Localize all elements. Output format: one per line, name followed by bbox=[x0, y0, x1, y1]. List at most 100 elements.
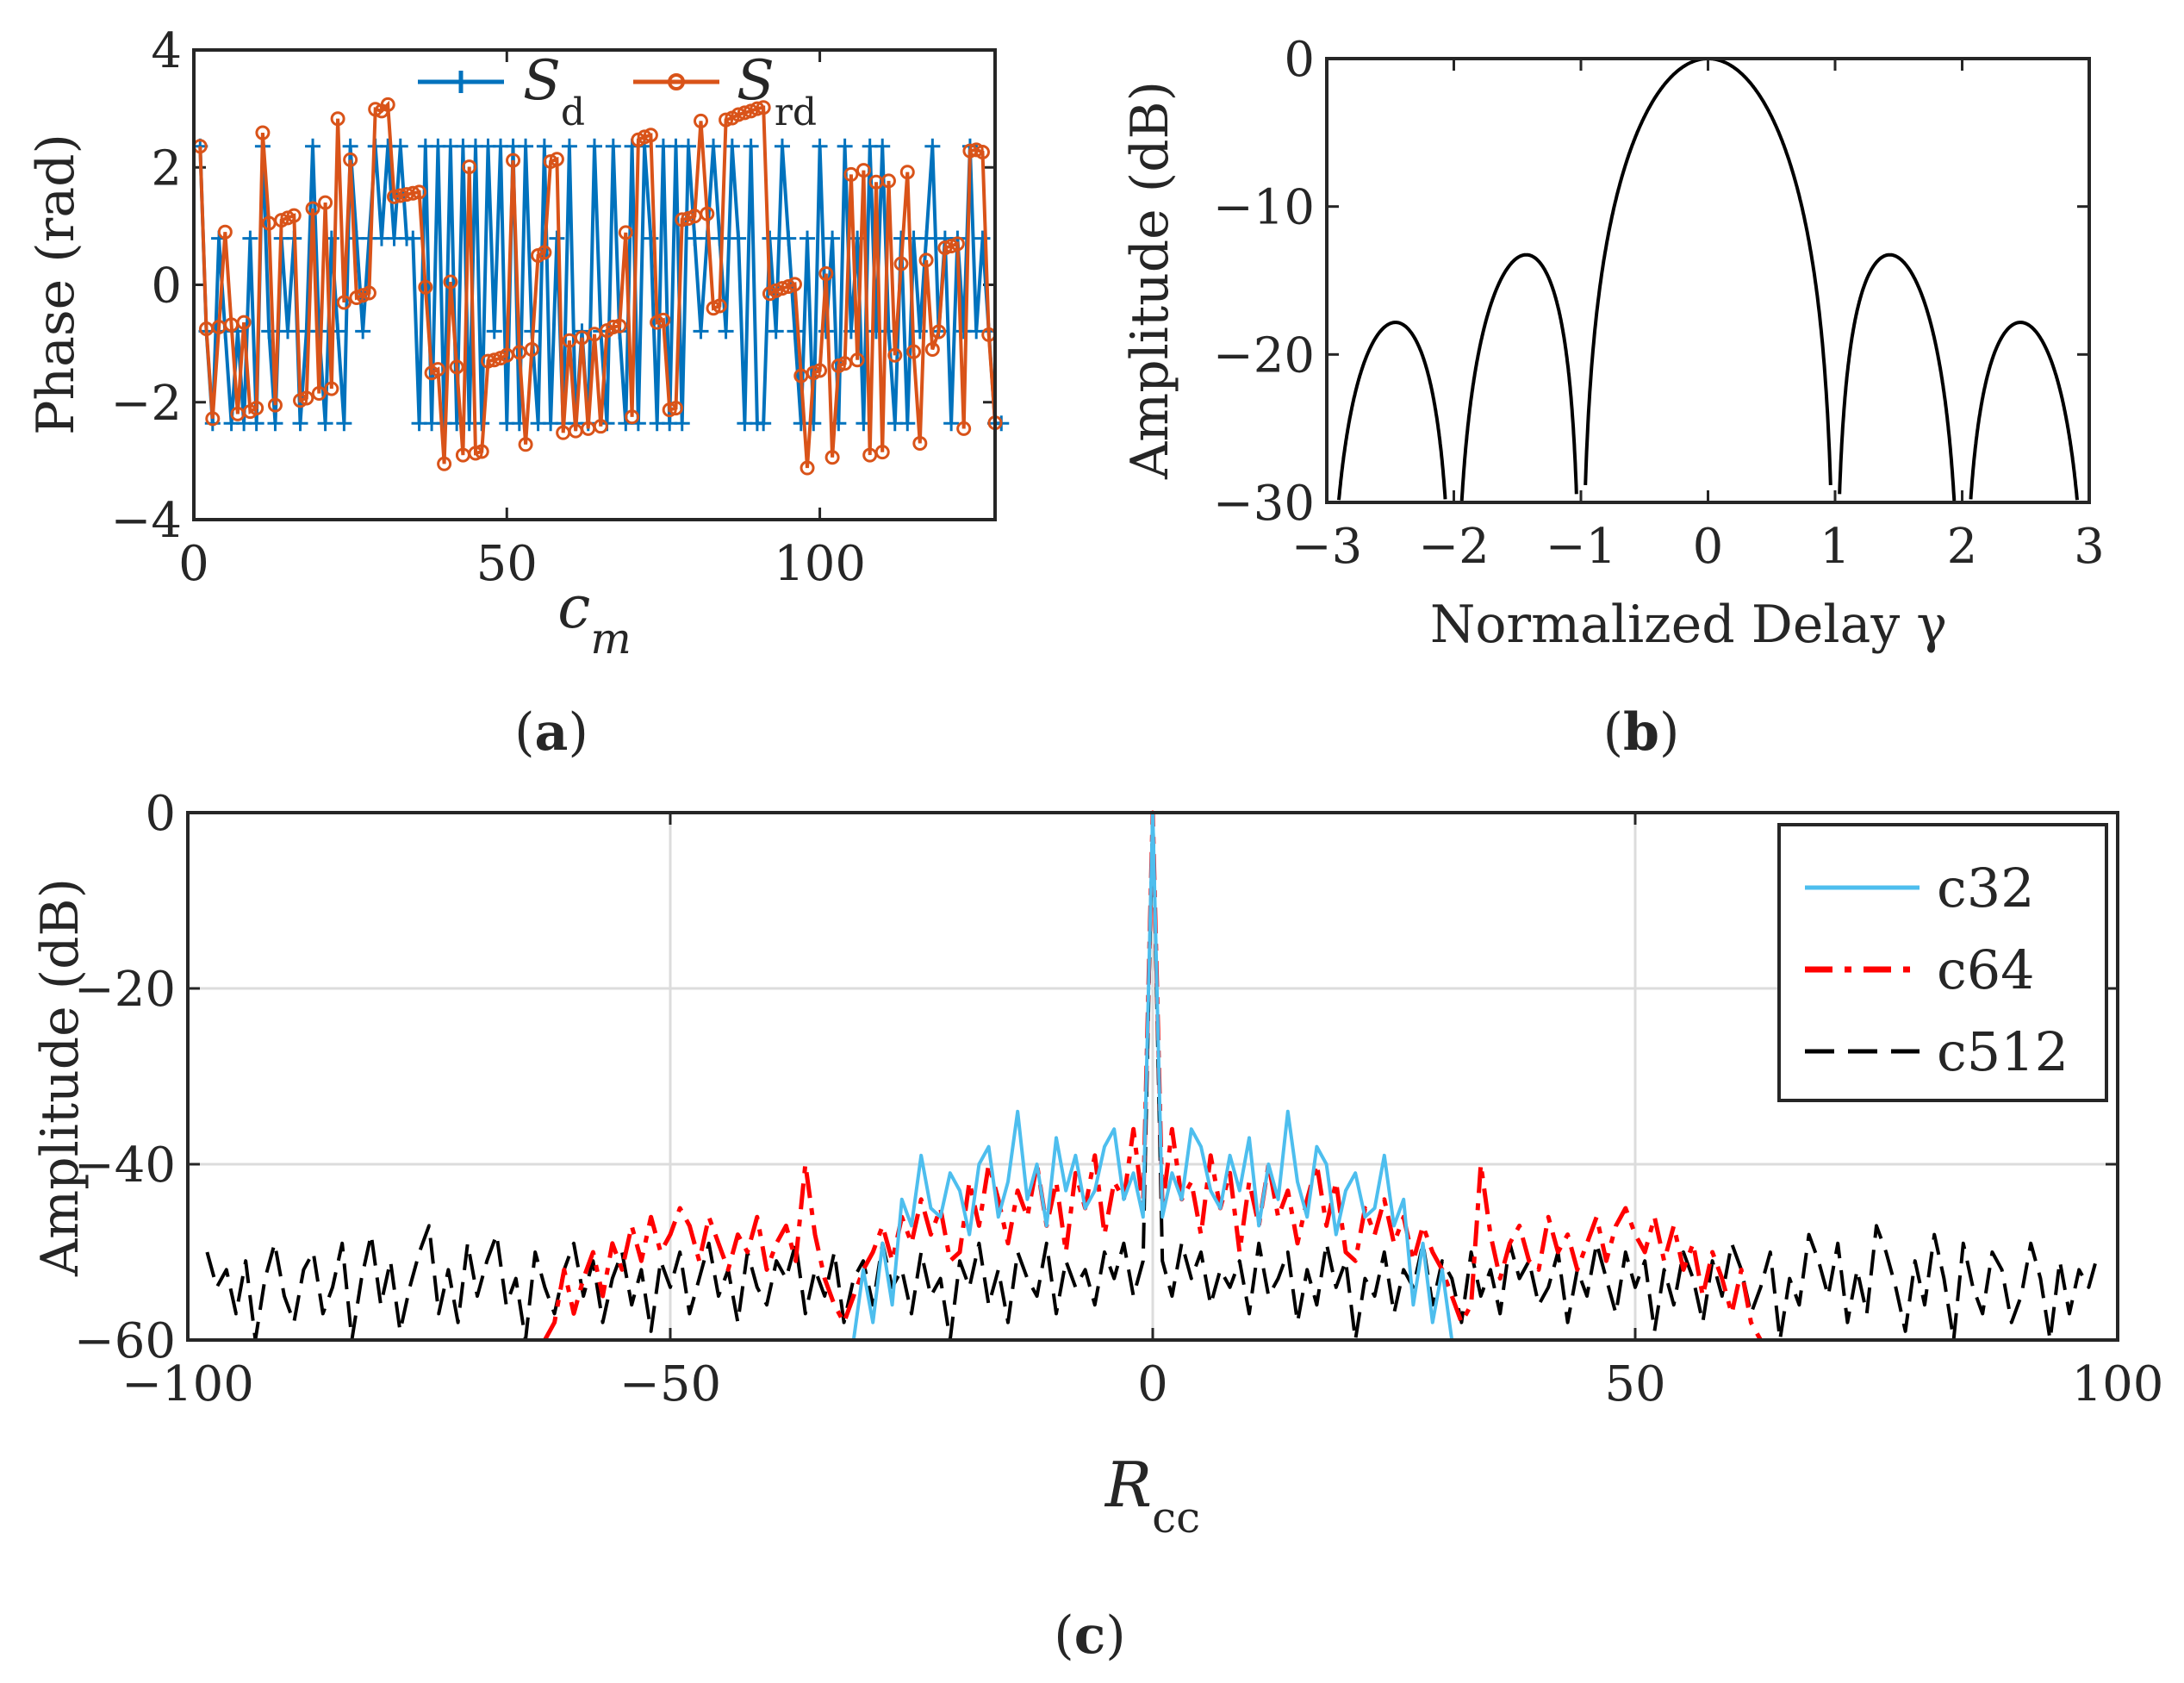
data-point bbox=[355, 323, 371, 340]
panel-c: −100 −50 0 50 100 −60 −40 −20 0 c32 c64 c512 Amp… bbox=[30, 786, 2163, 1666]
data-point bbox=[662, 402, 677, 418]
data-point bbox=[292, 415, 308, 432]
y-tick-label: −60 bbox=[74, 1313, 176, 1369]
data-point bbox=[912, 435, 928, 451]
data-point bbox=[267, 415, 283, 432]
y-tick-label: −40 bbox=[74, 1138, 176, 1194]
panel-c-legend-box bbox=[1777, 823, 2108, 1102]
data-point bbox=[756, 100, 771, 115]
data-point bbox=[518, 138, 534, 154]
data-point bbox=[899, 415, 916, 432]
panel-a-xlabel: cm bbox=[557, 574, 632, 664]
x-tick-label: 0 bbox=[178, 536, 209, 592]
data-point bbox=[887, 347, 903, 363]
data-point bbox=[787, 323, 803, 340]
x-tick-label: −1 bbox=[1546, 519, 1617, 575]
data-point bbox=[899, 165, 915, 180]
data-point bbox=[943, 415, 960, 432]
data-point bbox=[712, 230, 728, 246]
data-point bbox=[756, 415, 772, 432]
data-point bbox=[593, 419, 608, 434]
legend-srd-marker bbox=[668, 73, 685, 90]
data-point bbox=[286, 208, 302, 223]
x-tick-label: 3 bbox=[2074, 519, 2105, 575]
panel-a: 0 50 100 −4 −2 0 2 4 Sd Srd Phase (rad) cm (a) bbox=[26, 23, 1010, 763]
data-point bbox=[449, 359, 464, 375]
data-point bbox=[412, 184, 427, 200]
sinc-lobe-3 bbox=[1838, 252, 1957, 502]
panel-a-ylabel: Phase (rad) bbox=[26, 134, 86, 435]
data-point bbox=[311, 323, 327, 340]
data-point bbox=[924, 341, 940, 357]
data-point bbox=[675, 212, 690, 228]
x-tick-label: 0 bbox=[1693, 519, 1724, 575]
data-point bbox=[818, 266, 834, 282]
data-point bbox=[524, 341, 539, 357]
data-point bbox=[305, 201, 320, 216]
data-point bbox=[712, 298, 727, 314]
data-point bbox=[255, 125, 271, 140]
data-point bbox=[606, 320, 621, 335]
data-point bbox=[518, 437, 533, 452]
data-point bbox=[612, 318, 627, 333]
sinc-lobe-4 bbox=[1969, 321, 2079, 501]
data-point bbox=[974, 230, 991, 246]
panel-c-legend: c32 c64 c512 bbox=[1777, 823, 2108, 1102]
data-point bbox=[430, 362, 445, 377]
data-point bbox=[405, 185, 420, 201]
data-point bbox=[205, 411, 221, 427]
data-point bbox=[906, 344, 922, 359]
data-point bbox=[843, 166, 859, 182]
data-point bbox=[361, 285, 376, 301]
x-tick-label: 100 bbox=[774, 536, 866, 592]
panel-a-caption: (a) bbox=[514, 702, 588, 763]
data-point bbox=[800, 460, 815, 476]
data-point bbox=[324, 381, 339, 396]
y-tick-label: −2 bbox=[110, 376, 182, 432]
panel-b-plot-area bbox=[1337, 57, 2079, 502]
data-point bbox=[236, 315, 252, 330]
y-tick-label: −30 bbox=[1213, 476, 1315, 532]
legend-c32-label: c32 bbox=[1937, 857, 2035, 919]
data-point bbox=[561, 138, 577, 154]
y-tick-label: 0 bbox=[1284, 32, 1315, 88]
data-point bbox=[775, 281, 790, 296]
data-point bbox=[587, 138, 602, 154]
data-point bbox=[849, 352, 865, 368]
data-point bbox=[787, 277, 802, 292]
data-point bbox=[719, 112, 734, 128]
data-point bbox=[605, 138, 621, 154]
data-point bbox=[781, 230, 797, 246]
legend-sd-marker bbox=[450, 71, 472, 93]
x-tick-label: 2 bbox=[1947, 519, 1978, 575]
data-point bbox=[656, 312, 671, 327]
data-point bbox=[918, 252, 934, 268]
data-point bbox=[318, 195, 333, 210]
data-point bbox=[931, 324, 947, 340]
data-point bbox=[731, 107, 746, 122]
data-point bbox=[462, 159, 477, 175]
data-point bbox=[587, 327, 602, 342]
data-point bbox=[443, 274, 458, 290]
x-tick-label: −3 bbox=[1291, 519, 1363, 575]
legend-c512-label: c512 bbox=[1937, 1020, 2069, 1083]
panel-c-caption: (c) bbox=[1054, 1605, 1125, 1666]
panel-b-axes-frame bbox=[1325, 57, 2091, 504]
data-point bbox=[242, 230, 258, 246]
data-point bbox=[812, 363, 828, 378]
data-point bbox=[336, 295, 352, 310]
data-point bbox=[718, 323, 734, 340]
y-tick-label: −10 bbox=[1213, 180, 1315, 236]
data-point bbox=[336, 415, 352, 432]
data-point bbox=[279, 323, 296, 340]
data-point bbox=[812, 138, 828, 154]
data-point bbox=[856, 163, 871, 178]
x-tick-label: −100 bbox=[121, 1356, 254, 1412]
data-point bbox=[343, 152, 358, 167]
panel-a-legend: Sd Srd bbox=[418, 49, 817, 134]
data-point bbox=[680, 138, 696, 154]
panel-a-axes-frame bbox=[192, 48, 997, 521]
y-tick-label: −20 bbox=[1213, 327, 1315, 383]
y-tick-label: 2 bbox=[151, 140, 182, 196]
